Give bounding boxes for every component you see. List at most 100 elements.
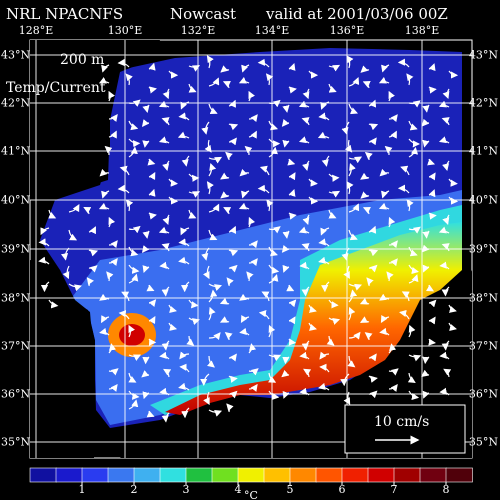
- current-arrow: [427, 158, 436, 166]
- current-arrow: [318, 112, 330, 121]
- current-arrow: [282, 104, 290, 113]
- current-arrow: [422, 390, 430, 399]
- current-arrow: [178, 256, 190, 265]
- current-arrow: [161, 340, 170, 351]
- current-arrow: [168, 178, 178, 187]
- current-arrow: [204, 139, 212, 153]
- current-arrow: [220, 65, 230, 73]
- current-arrow: [388, 384, 398, 392]
- longitude-label: 132°E: [180, 24, 216, 37]
- current-arrow: [428, 86, 437, 94]
- current-arrow: [368, 123, 379, 131]
- current-arrow: [406, 199, 414, 212]
- current-arrow: [426, 284, 435, 292]
- current-arrow: [148, 316, 156, 325]
- current-arrow: [148, 171, 156, 180]
- current-arrow: [121, 291, 130, 302]
- current-arrow: [348, 331, 361, 340]
- current-arrow: [268, 226, 281, 234]
- current-arrow: [161, 243, 170, 252]
- current-arrow: [268, 246, 278, 257]
- current-arrow: [346, 55, 354, 69]
- current-arrow: [88, 265, 98, 273]
- warm-eddy-core: [119, 324, 145, 346]
- current-arrow: [408, 324, 416, 338]
- current-arrow: [40, 281, 50, 293]
- current-arrow: [162, 88, 170, 100]
- current-arrow: [268, 273, 279, 284]
- current-arrow: [38, 256, 50, 265]
- current-arrow: [206, 181, 214, 195]
- current-arrow: [320, 227, 330, 236]
- current-arrow: [128, 390, 140, 400]
- current-arrow: [408, 264, 419, 275]
- current-arrow: [125, 199, 134, 212]
- current-arrow: [168, 304, 177, 313]
- current-arrow: [421, 244, 430, 253]
- current-arrow: [438, 100, 450, 108]
- current-arrow: [360, 172, 370, 180]
- longitude-label: 128°E: [18, 24, 54, 37]
- latitude-label: 36°N: [468, 387, 498, 401]
- current-arrow: [448, 196, 459, 205]
- current-arrow: [248, 130, 257, 139]
- current-arrow: [68, 204, 80, 213]
- latitude-label: 43°N: [468, 48, 498, 62]
- current-arrow: [108, 383, 118, 392]
- current-arrow: [228, 137, 237, 146]
- colorbar-tick-label: 1: [78, 483, 86, 496]
- current-arrow: [178, 382, 190, 391]
- current-arrow: [128, 273, 139, 284]
- current-arrow: [148, 299, 157, 308]
- current-arrow: [408, 354, 422, 362]
- current-arrow: [222, 80, 231, 89]
- current-arrow: [407, 372, 416, 384]
- current-arrow: [68, 283, 82, 292]
- current-arrow: [228, 225, 237, 234]
- current-arrow: [368, 264, 378, 273]
- field-label: Temp/Current: [6, 80, 106, 96]
- current-arrow: [308, 304, 317, 313]
- current-arrow: [408, 138, 420, 148]
- current-arrow: [148, 338, 157, 346]
- current-arrow: [441, 243, 450, 252]
- current-arrow: [299, 387, 310, 396]
- current-arrow: [180, 227, 190, 236]
- current-arrow: [128, 264, 140, 274]
- colorbar-swatch: [29, 467, 57, 483]
- current-arrow: [448, 70, 459, 79]
- warm-water-region: [165, 222, 462, 415]
- current-arrow: [203, 391, 210, 406]
- current-arrow: [128, 399, 139, 410]
- current-arrow: [141, 370, 150, 378]
- current-arrow: [408, 274, 419, 284]
- current-arrow: [328, 83, 337, 93]
- current-arrow: [388, 240, 398, 249]
- current-arrow: [62, 265, 70, 280]
- current-arrow: [248, 90, 255, 102]
- current-arrow: [282, 139, 290, 148]
- current-arrow: [360, 65, 370, 73]
- latitude-label: 42°N: [468, 96, 498, 110]
- current-arrow: [98, 202, 110, 210]
- latitude-label: 37°N: [468, 339, 498, 353]
- current-arrow: [388, 90, 396, 102]
- current-arrow: [128, 324, 135, 338]
- current-arrow: [186, 335, 195, 346]
- current-arrow: [288, 172, 296, 181]
- current-arrow: [246, 271, 254, 282]
- current-arrow: [438, 136, 450, 144]
- current-arrow: [320, 101, 330, 110]
- current-arrow: [128, 138, 141, 148]
- current-arrow: [38, 238, 50, 247]
- current-arrow: [442, 160, 450, 171]
- current-arrow: [347, 355, 356, 368]
- current-arrow: [180, 101, 190, 110]
- current-arrow: [48, 299, 59, 309]
- current-arrow: [208, 156, 223, 164]
- depth-label: 200 m: [60, 52, 105, 68]
- valid-time: valid at 2001/03/06 00Z: [266, 5, 448, 23]
- current-arrow: [99, 168, 110, 177]
- current-arrow: [397, 184, 410, 194]
